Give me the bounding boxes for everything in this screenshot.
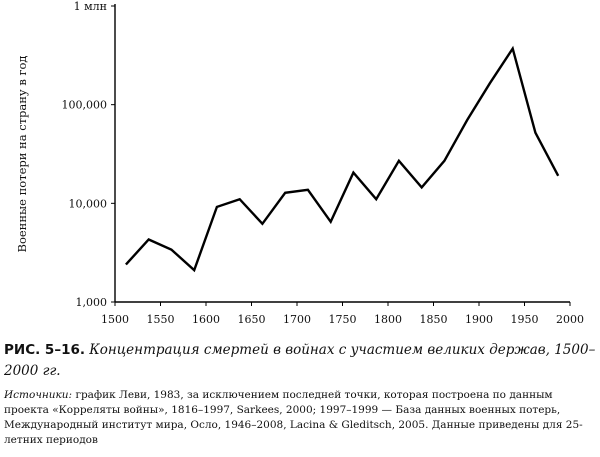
x-tick-label: 1600 [192, 313, 220, 326]
y-tick-label: 100,000 [62, 99, 108, 112]
y-tick-label: 10,000 [69, 197, 108, 210]
figure-title: Концентрация смертей в войнах с участием… [4, 342, 596, 379]
sources-note: Источники: график Леви, 1983, за исключе… [4, 388, 596, 448]
x-tick-label: 1550 [147, 313, 175, 326]
series-line [125, 45, 560, 273]
x-ticks: 1500 1550 1600 1650 1700 1750 1800 1850 1900 1950… [101, 302, 584, 326]
x-tick-label: 1900 [465, 313, 493, 326]
sources-label: Источники: [4, 389, 73, 401]
x-tick-label: 1500 [101, 313, 129, 326]
x-tick-label: 1950 [511, 313, 539, 326]
x-tick-label: 1700 [283, 313, 311, 326]
x-tick-label: 2000 [556, 313, 584, 326]
figure-label: РИС. 5–16. [4, 342, 85, 358]
figure-title-line: РИС. 5–16. Концентрация смертей в войнах… [4, 340, 596, 382]
sources-text: график Леви, 1983, за исключением послед… [4, 389, 583, 446]
x-tick-label: 1850 [420, 313, 448, 326]
y-tick-label: 1 млн [74, 0, 107, 13]
x-tick-label: 1650 [238, 313, 266, 326]
figure-caption: РИС. 5–16. Концентрация смертей в войнах… [4, 340, 596, 448]
y-tick-label: 1,000 [76, 296, 108, 309]
axes [114, 4, 570, 303]
x-tick-label: 1800 [374, 313, 402, 326]
x-tick-label: 1750 [329, 313, 357, 326]
chart: 1,000 10,000 100,000 1 млн 1500 1550 1600 1650… [15, 0, 584, 326]
y-axis-title: Военные потери на страну в год [15, 55, 29, 252]
series-group [125, 45, 560, 273]
y-ticks: 1,000 10,000 100,000 1 млн [62, 0, 115, 309]
